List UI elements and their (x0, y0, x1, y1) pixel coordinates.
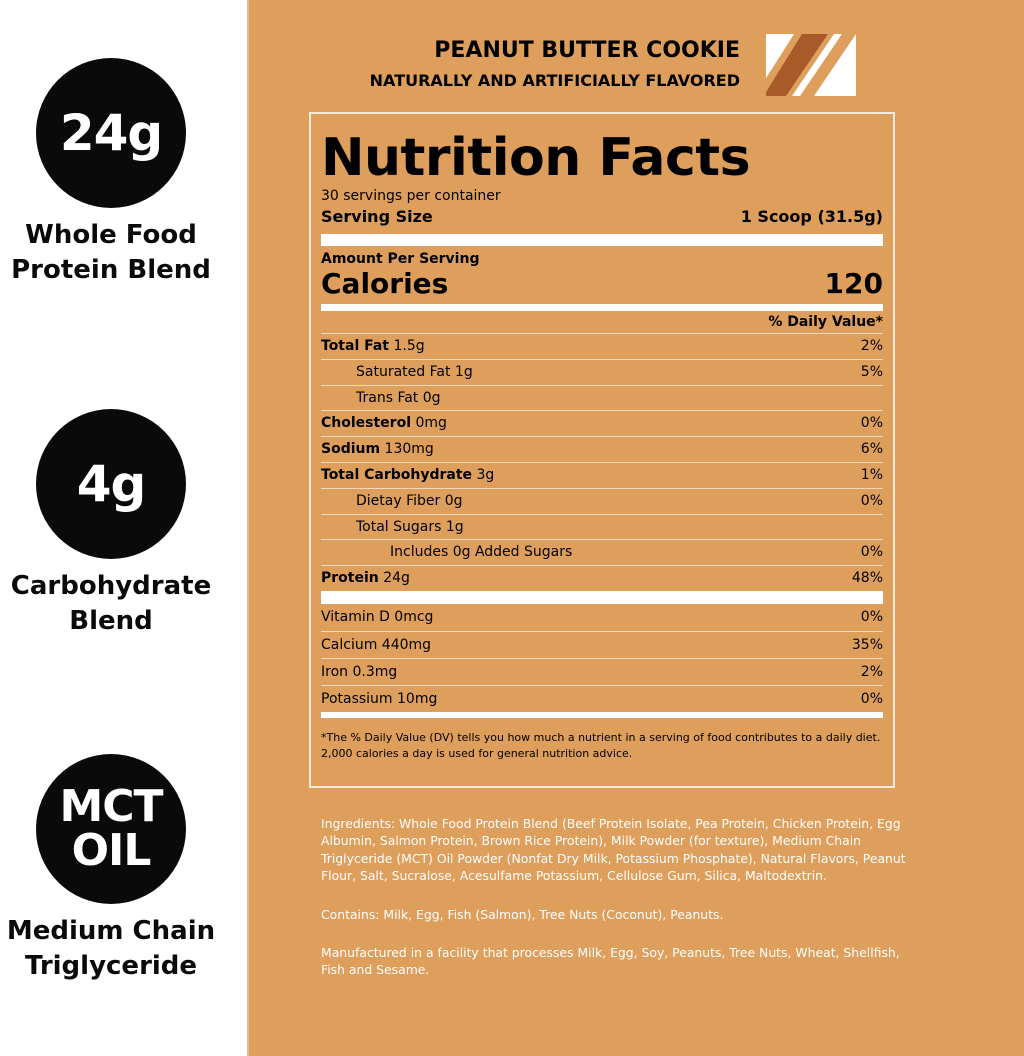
nutrient-name: Trans Fat (356, 389, 419, 406)
amount-per-serving: Amount Per Serving (321, 251, 480, 267)
carbohydrate-badge-label: Carbohydrate Blend (0, 569, 222, 639)
nutrient-dv: 6% (860, 441, 883, 458)
nutrient-amount: 130mg (384, 441, 434, 458)
nutrient-dv: 48% (851, 570, 883, 587)
badge-label-line: Protein Blend (11, 255, 211, 285)
nutrient-row: Total Fat 1.5g 2% (321, 333, 883, 359)
vitamin-row: Potassium 10mg 0% (321, 684, 883, 712)
carbohydrate-badge: 4g (36, 409, 186, 559)
calories-value: 120 (824, 267, 883, 300)
protein-badge: 24g (36, 58, 186, 208)
nutrient-name: Cholesterol (321, 415, 411, 432)
vitamin-dv: 0% (860, 690, 883, 707)
nutrient-dv: 0% (860, 544, 883, 561)
serving-size-row: Serving Size 1 Scoop (31.5g) (321, 206, 883, 228)
ingredients-text: Ingredients: Whole Food Protein Blend (B… (321, 816, 906, 884)
serving-size-label: Serving Size (321, 207, 433, 226)
medium-divider (321, 711, 883, 718)
ingredients-block: Ingredients: Whole Food Protein Blend (B… (321, 815, 911, 1000)
nutrient-name: Includes 0g Added Sugars (390, 544, 573, 561)
nutrient-amount: 1g (445, 518, 464, 535)
thick-divider (321, 234, 883, 246)
vitamin-row: Calcium 440mg 35% (321, 630, 883, 658)
nutrient-amount: 1g (454, 363, 473, 380)
nutrient-dv: 1% (860, 466, 883, 483)
mct-badge-line2: OIL (71, 825, 152, 876)
nutrient-name: Dietay Fiber (356, 492, 441, 509)
nutrient-dv: 5% (860, 363, 883, 380)
nutrient-amount: 1.5g (393, 338, 425, 354)
nutrient-name: Protein (321, 570, 379, 587)
flavor-subtitle: NATURALLY AND ARTIFICIALLY FLAVORED (369, 71, 740, 90)
nutrient-row: Protein 24g 48% (321, 565, 883, 591)
nutrient-dv: 0% (860, 492, 883, 509)
panel-divider (247, 0, 249, 1056)
vitamin-label: Potassium 10mg (321, 690, 438, 707)
nutrient-row: Cholesterol 0mg 0% (321, 410, 883, 436)
medium-divider (321, 304, 883, 311)
badge-label-line: Carbohydrate (10, 571, 212, 601)
nutrient-row: Trans Fat 0g (321, 384, 883, 411)
mct-oil-badge: MCT OIL (36, 754, 186, 904)
vitamin-label: Calcium 440mg (321, 636, 432, 653)
nutrient-name: Saturated Fat (356, 363, 451, 380)
nutrient-row: Sodium 130mg 6% (321, 436, 883, 462)
vitamin-label: Vitamin D 0mcg (321, 608, 434, 625)
thick-divider (321, 590, 883, 604)
nutrient-amount: 24g (383, 570, 410, 587)
allergen-contains-text: Contains: Milk, Egg, Fish (Salmon), Tree… (321, 906, 724, 922)
serving-size-value: 1 Scoop (31.5g) (740, 207, 883, 226)
carbohydrate-badge-value: 4g (76, 455, 147, 513)
badge-label-line: Medium Chain (6, 916, 216, 946)
nutrient-row: Dietay Fiber 0g 0% (321, 487, 883, 514)
protein-badge-label: Whole Food Protein Blend (0, 218, 222, 288)
badge-label-line: Blend (69, 606, 153, 636)
badge-label-line: Whole Food (25, 220, 197, 250)
servings-per-container: 30 servings per container (321, 188, 501, 204)
nutrient-name: Sodium (321, 441, 381, 458)
nutrient-amount: 0mg (415, 415, 447, 432)
vitamin-row: Vitamin D 0mcg 0% (321, 604, 883, 631)
flavor-name: PEANUT BUTTER COOKIE (434, 38, 740, 63)
nutrient-row: Total Carbohydrate 3g 1% (321, 461, 883, 488)
calories-label: Calories (321, 267, 449, 300)
nutrient-name: Total Carbohydrate (321, 466, 473, 483)
nutrient-name: Total Fat (321, 338, 390, 354)
nutrition-facts-label: Nutrition Facts 30 servings per containe… (309, 112, 895, 788)
facility-statement-text: Manufactured in a facility that processe… (321, 945, 900, 978)
vitamin-label: Iron 0.3mg (321, 663, 398, 680)
nutrient-row: Saturated Fat 1g 5% (321, 358, 883, 385)
daily-value-footnote: *The % Daily Value (DV) tells you how mu… (321, 730, 881, 760)
nutrient-name: Total Sugars (356, 518, 442, 535)
protein-badge-value: 24g (59, 104, 163, 162)
nutrient-amount: 0g (444, 492, 463, 509)
nutrient-amount: 3g (476, 466, 495, 483)
mct-badge-line1: MCT (59, 781, 163, 832)
calories-row: Calories 120 (321, 268, 883, 300)
nutrient-dv: 0% (860, 415, 883, 432)
vitamin-dv: 0% (860, 608, 883, 625)
nutrient-dv: 2% (860, 338, 883, 354)
vitamin-dv: 35% (851, 636, 883, 653)
daily-value-header: % Daily Value* (768, 314, 883, 330)
nutrient-row: Includes 0g Added Sugars 0% (321, 539, 883, 565)
vitamin-row: Iron 0.3mg 2% (321, 657, 883, 685)
mct-oil-badge-label: Medium Chain Triglyceride (0, 914, 222, 984)
nutrient-amount: 0g (422, 389, 441, 406)
flavor-heading: PEANUT BUTTER COOKIE NATURALLY AND ARTIF… (370, 38, 740, 92)
nutrient-row: Total Sugars 1g (321, 513, 883, 540)
nutrition-facts-title: Nutrition Facts (321, 128, 751, 188)
feature-sidebar: 24g Whole Food Protein Blend 4g Carbohyd… (0, 0, 248, 1056)
vitamin-dv: 2% (860, 663, 883, 680)
stripe-logo-icon (766, 34, 856, 96)
badge-label-line: Triglyceride (24, 951, 198, 981)
